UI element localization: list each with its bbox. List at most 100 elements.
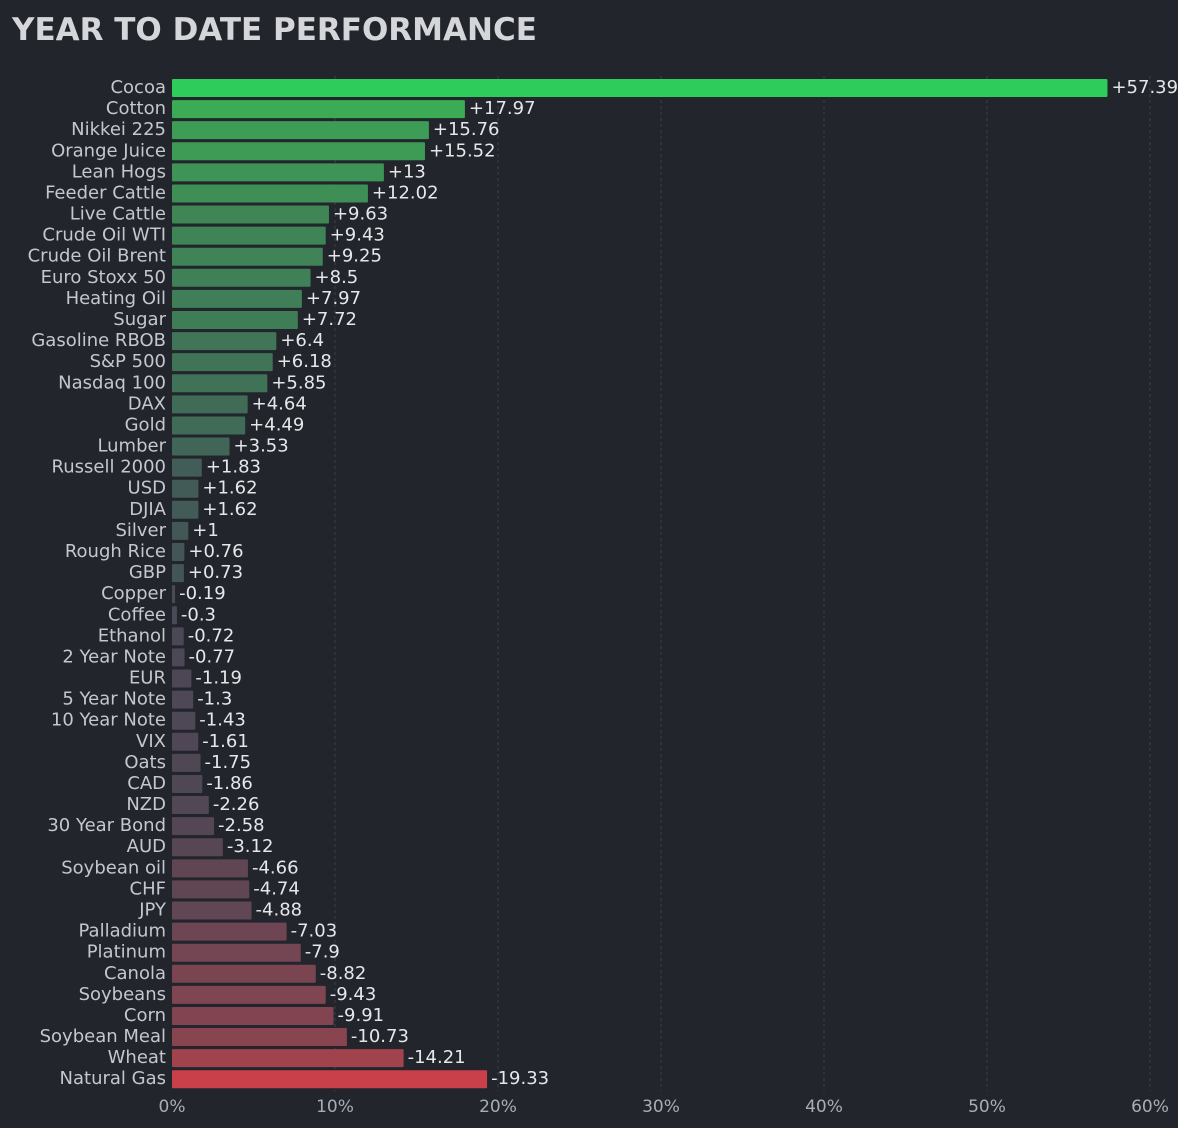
value-label: -1.75 xyxy=(205,752,252,773)
category-label: Cocoa xyxy=(110,77,166,98)
bar xyxy=(172,542,185,561)
bar xyxy=(172,100,465,119)
bar xyxy=(172,901,252,920)
category-label: Oats xyxy=(124,752,166,773)
category-label: 30 Year Bond xyxy=(47,815,166,836)
bar xyxy=(172,479,199,498)
x-tick-label: 0% xyxy=(159,1097,186,1117)
category-label: AUD xyxy=(127,836,166,857)
value-label: +5.85 xyxy=(271,372,326,393)
value-label: -4.66 xyxy=(252,857,299,878)
category-label: Soybean oil xyxy=(61,857,166,878)
category-label: S&P 500 xyxy=(90,351,166,372)
bar xyxy=(172,121,429,140)
category-label: Gold xyxy=(125,414,166,435)
bar xyxy=(172,205,329,224)
category-label: Russell 2000 xyxy=(52,457,166,478)
bar xyxy=(172,1028,347,1047)
value-label: -4.74 xyxy=(253,878,300,899)
bar xyxy=(172,564,184,583)
x-tick-label: 40% xyxy=(805,1097,843,1117)
value-label: +1.62 xyxy=(202,499,257,520)
value-label: -2.26 xyxy=(213,794,260,815)
category-label: Gasoline RBOB xyxy=(31,330,166,351)
x-tick-label: 50% xyxy=(968,1097,1006,1117)
x-tick-label: 30% xyxy=(642,1097,680,1117)
value-label: -1.43 xyxy=(199,710,246,731)
category-label: JPY xyxy=(138,900,167,921)
category-label: Crude Oil WTI xyxy=(42,225,166,246)
value-label: +57.39 xyxy=(1111,77,1178,98)
bar xyxy=(172,943,301,962)
value-label: +6.18 xyxy=(277,351,332,372)
category-label: Euro Stoxx 50 xyxy=(41,267,166,288)
category-label: GBP xyxy=(129,562,166,583)
bar xyxy=(172,226,326,245)
bar xyxy=(172,648,185,667)
category-label: Platinum xyxy=(87,942,166,963)
bar xyxy=(172,627,184,646)
category-label: Heating Oil xyxy=(66,288,166,309)
bar xyxy=(172,247,323,266)
value-label: -9.43 xyxy=(330,984,377,1005)
bar xyxy=(172,732,199,751)
value-label: -0.72 xyxy=(188,625,235,646)
category-label: 2 Year Note xyxy=(62,646,166,667)
value-label: +9.43 xyxy=(330,225,385,246)
value-label: +12.02 xyxy=(372,182,439,203)
bar xyxy=(172,964,316,983)
bar xyxy=(172,1006,334,1025)
bar xyxy=(172,500,199,519)
category-label: Orange Juice xyxy=(51,140,166,161)
value-label: +3.53 xyxy=(234,436,289,457)
bar xyxy=(172,985,326,1004)
value-label: -1.86 xyxy=(206,773,253,794)
bar xyxy=(172,416,246,435)
value-label: +4.49 xyxy=(249,414,304,435)
category-label: Wheat xyxy=(108,1047,166,1068)
category-label: Natural Gas xyxy=(60,1068,166,1089)
bar xyxy=(172,774,203,793)
category-label: Silver xyxy=(115,520,166,541)
value-label: -9.91 xyxy=(338,1005,385,1026)
category-label: EUR xyxy=(129,668,166,689)
value-label: +13 xyxy=(388,161,426,182)
bar xyxy=(172,859,248,878)
value-label: +1.62 xyxy=(202,478,257,499)
category-label: VIX xyxy=(136,731,166,752)
category-label: Soybeans xyxy=(79,984,166,1005)
value-label: +17.97 xyxy=(469,98,536,119)
value-label: +1 xyxy=(192,520,219,541)
bar xyxy=(172,353,273,372)
category-label: Nikkei 225 xyxy=(71,119,166,140)
value-label: -7.9 xyxy=(305,942,340,963)
chart-title: YEAR TO DATE PERFORMANCE xyxy=(11,12,537,48)
bar xyxy=(172,289,302,308)
category-label: Lumber xyxy=(97,436,166,457)
bar xyxy=(172,184,368,203)
bar xyxy=(172,395,248,414)
category-label: DAX xyxy=(128,393,166,414)
value-label: -2.58 xyxy=(218,815,265,836)
value-label: +9.63 xyxy=(333,204,388,225)
value-label: +0.73 xyxy=(188,562,243,583)
x-tick-label: 10% xyxy=(316,1097,354,1117)
x-tick-label: 60% xyxy=(1131,1097,1169,1117)
value-label: -10.73 xyxy=(351,1026,409,1047)
value-label: +7.97 xyxy=(306,288,361,309)
bar xyxy=(172,332,277,351)
bar xyxy=(172,585,176,604)
category-label: Nasdaq 100 xyxy=(58,372,166,393)
bar xyxy=(172,796,209,815)
value-label: +6.4 xyxy=(280,330,324,351)
value-label: -1.19 xyxy=(195,668,242,689)
category-label: Lean Hogs xyxy=(72,161,166,182)
bar xyxy=(172,753,201,772)
value-label: -7.03 xyxy=(291,921,338,942)
category-label: Palladium xyxy=(79,921,166,942)
bar xyxy=(172,690,194,709)
value-label: +4.64 xyxy=(252,393,307,414)
category-label: CHF xyxy=(130,878,166,899)
category-label: Canola xyxy=(104,963,166,984)
